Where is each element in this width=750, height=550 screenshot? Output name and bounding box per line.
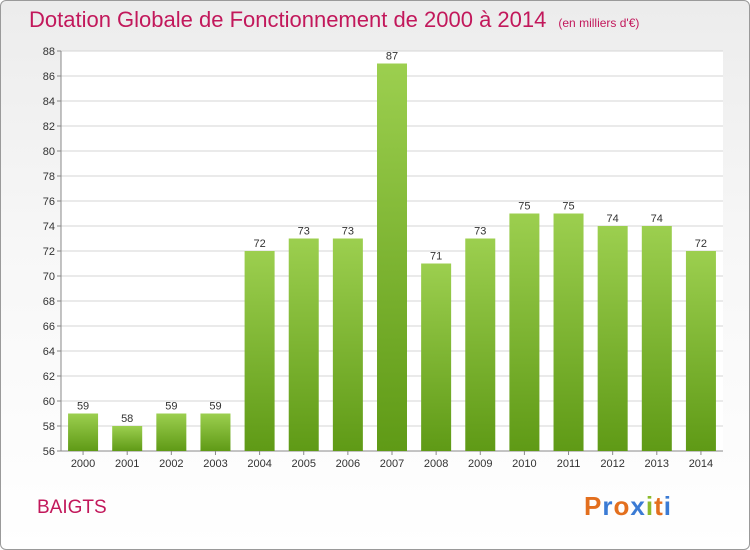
bar — [553, 213, 584, 451]
x-tick-label: 2009 — [468, 458, 492, 470]
bar-value-label: 73 — [474, 226, 486, 238]
y-tick-label: 62 — [43, 371, 55, 383]
bar — [332, 238, 363, 451]
y-tick-label: 74 — [43, 221, 55, 233]
title-text: Dotation Globale de Fonctionnement de 20… — [29, 7, 547, 32]
bar-value-label: 74 — [607, 213, 619, 225]
y-tick-label: 80 — [43, 146, 55, 158]
y-tick-label: 84 — [43, 96, 55, 108]
bar — [377, 63, 407, 451]
bar-value-label: 75 — [518, 201, 530, 213]
bar-value-label: 58 — [121, 413, 133, 425]
bar — [200, 413, 231, 451]
proxiti-logo: Proxiti — [584, 491, 672, 522]
logo-letter: i — [663, 491, 672, 521]
bar — [288, 238, 319, 451]
x-tick-label: 2004 — [247, 458, 271, 470]
bar — [597, 226, 628, 451]
x-tick-label: 2010 — [512, 458, 536, 470]
logo-letter: P — [584, 491, 603, 521]
bar — [244, 251, 275, 451]
y-tick-label: 76 — [43, 196, 55, 208]
chart-title: Dotation Globale de Fonctionnement de 20… — [29, 7, 639, 33]
bar-value-label: 72 — [253, 238, 265, 250]
bar-value-label: 59 — [165, 401, 177, 413]
bar — [465, 238, 496, 451]
logo-letter: r — [602, 491, 614, 521]
bar — [685, 251, 716, 451]
bar-value-label: 73 — [298, 226, 310, 238]
x-tick-label: 2008 — [424, 458, 448, 470]
bar-value-label: 59 — [77, 401, 89, 413]
logo-letter: x — [630, 491, 646, 521]
y-tick-label: 86 — [43, 71, 55, 83]
x-tick-label: 2011 — [557, 458, 581, 470]
bar — [156, 413, 187, 451]
bar — [421, 263, 452, 451]
x-tick-label: 2014 — [689, 458, 713, 470]
x-tick-label: 2013 — [645, 458, 669, 470]
x-tick-label: 2002 — [159, 458, 183, 470]
bar — [509, 213, 540, 451]
y-tick-label: 60 — [43, 396, 55, 408]
y-tick-label: 68 — [43, 296, 55, 308]
x-tick-label: 2006 — [336, 458, 360, 470]
y-tick-label: 78 — [43, 171, 55, 183]
y-tick-label: 56 — [43, 446, 55, 458]
x-tick-label: 2001 — [115, 458, 139, 470]
commune-name: BAIGTS — [37, 497, 107, 518]
y-tick-label: 72 — [43, 246, 55, 258]
logo-letter: i — [645, 491, 655, 521]
y-tick-label: 88 — [43, 46, 55, 58]
x-tick-label: 2005 — [291, 458, 315, 470]
bar-value-label: 87 — [386, 51, 398, 63]
bar-value-label: 75 — [562, 201, 574, 213]
y-tick-label: 58 — [43, 421, 55, 433]
logo-letter: t — [654, 491, 664, 521]
bar-value-label: 72 — [695, 238, 707, 250]
x-tick-label: 2007 — [380, 458, 404, 470]
y-tick-label: 82 — [43, 121, 55, 133]
y-tick-label: 66 — [43, 321, 55, 333]
logo-letter: o — [613, 491, 631, 521]
bar-value-label: 73 — [342, 226, 354, 238]
bar — [641, 226, 672, 451]
y-tick-label: 70 — [43, 271, 55, 283]
x-tick-label: 2003 — [203, 458, 227, 470]
x-tick-label: 2000 — [71, 458, 95, 470]
bar — [68, 413, 99, 451]
bar — [112, 426, 143, 451]
bar-value-label: 74 — [651, 213, 663, 225]
bar-value-label: 59 — [209, 401, 221, 413]
y-tick-label: 64 — [43, 346, 55, 358]
title-unit: (en milliers d'€) — [558, 16, 640, 30]
x-tick-label: 2012 — [600, 458, 624, 470]
bar-value-label: 71 — [430, 251, 442, 263]
